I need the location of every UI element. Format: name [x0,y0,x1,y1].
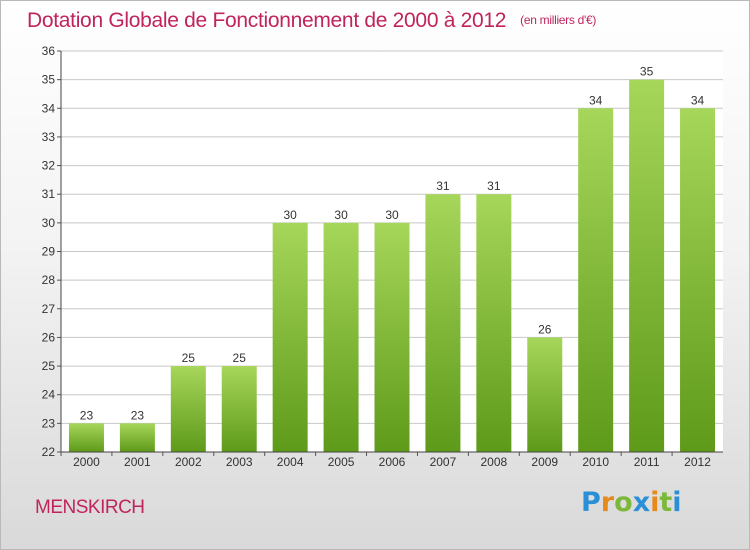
chart-title-text: Dotation Globale de Fonctionnement de 20… [27,9,507,32]
brand-letter: x [632,487,651,518]
brand-letter: r [600,487,615,518]
x-tick-label: 2006 [379,455,406,469]
x-tick-label: 2010 [582,455,609,469]
brand-letter: t [659,487,673,518]
y-tick-label: 26 [42,330,56,344]
bar [170,366,206,452]
brand-letter: i [672,487,682,518]
x-tick-label: 2007 [430,455,457,469]
data-label: 30 [283,208,297,222]
data-label: 34 [691,93,705,107]
bar [425,194,461,452]
data-label: 31 [487,179,501,193]
x-tick-label: 2008 [480,455,507,469]
brand-letter: i [650,487,660,518]
y-tick-label: 30 [42,216,56,230]
data-label: 35 [640,65,654,79]
data-label: 34 [589,93,603,107]
y-tick-label: 22 [42,445,56,459]
x-tick-label: 2009 [531,455,558,469]
x-tick-label: 2004 [277,455,304,469]
y-tick-label: 27 [42,302,56,316]
x-tick-label: 2000 [73,455,100,469]
bar [323,222,359,452]
y-tick-label: 31 [42,187,56,201]
commune-name: MENSKIRCH [35,497,145,518]
y-tick-label: 36 [42,44,56,58]
brand-letter: o [614,487,633,518]
bar [680,108,716,453]
y-tick-label: 28 [42,273,56,287]
bar [272,222,308,452]
y-tick-label: 23 [42,416,56,430]
x-tick-label: 2012 [684,455,711,469]
x-tick-label: 2011 [634,455,660,469]
data-label: 30 [385,208,399,222]
data-label: 23 [80,408,94,422]
bar [119,423,155,452]
bar [578,108,614,453]
bar [527,337,563,452]
data-label: 23 [131,408,145,422]
bar [374,222,410,452]
y-tick-label: 35 [42,73,56,87]
y-tick-label: 33 [42,130,56,144]
bar [476,194,512,452]
brand-letter: P [581,487,601,518]
y-tick-label: 29 [42,245,56,259]
x-tick-label: 2003 [226,455,253,469]
y-tick-label: 24 [42,388,56,402]
y-tick-label: 34 [42,101,56,115]
data-label: 25 [182,351,196,365]
bar [68,423,104,452]
data-label: 25 [233,351,247,365]
x-tick-label: 2005 [328,455,355,469]
bar [221,366,257,452]
y-tick-label: 25 [42,359,56,373]
data-label: 26 [538,322,552,336]
chart-subtitle: (en milliers d'€) [520,13,597,27]
data-label: 31 [436,179,450,193]
x-tick-label: 2001 [124,455,151,469]
data-label: 30 [334,208,348,222]
y-tick-label: 32 [42,159,56,173]
chart-title: Dotation Globale de Fonctionnement de 20… [27,9,596,33]
bar [629,79,665,453]
x-tick-label: 2002 [175,455,202,469]
proxiti-logo: Proxiti [581,487,682,518]
